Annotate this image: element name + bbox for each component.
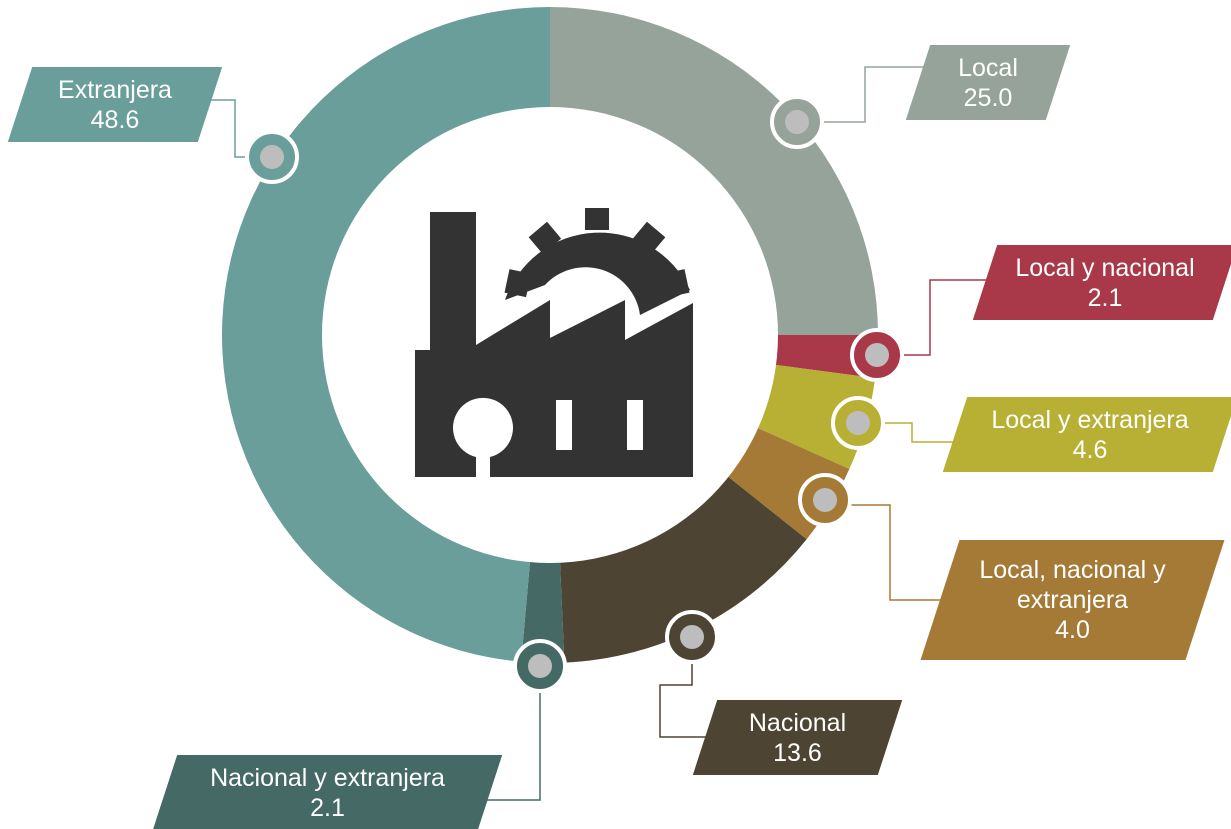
donut-segment — [550, 7, 878, 335]
leader-line — [902, 279, 995, 356]
data-label: Extranjera 48.6 — [7, 67, 223, 142]
label-text: Local 25.0 — [944, 53, 1032, 113]
category-label: Local y nacional — [1015, 253, 1195, 282]
leader-line — [480, 691, 541, 801]
value-label: 13.6 — [773, 738, 822, 767]
value-label: 25.0 — [963, 83, 1013, 112]
category-label: Extranjera — [58, 75, 172, 104]
value-label: 4.0 — [1055, 616, 1090, 644]
value-label: 2.1 — [1087, 283, 1123, 312]
donut-segment — [763, 335, 878, 379]
marker-dot — [846, 411, 870, 435]
data-label: Local, nacional y extranjera 4.0 — [920, 540, 1225, 660]
data-label: Local 25.0 — [905, 45, 1071, 120]
value-label: 2.1 — [310, 793, 345, 822]
data-label: Local y nacional 2.1 — [972, 245, 1231, 320]
leader-line — [659, 662, 715, 738]
value-label: 48.6 — [90, 105, 140, 134]
category-label: Nacional — [748, 708, 847, 737]
marker-dot — [813, 488, 837, 512]
leader-line — [883, 422, 960, 443]
leader-line — [822, 66, 935, 123]
category-label: Local — [958, 53, 1018, 82]
donut-segment — [222, 7, 550, 662]
category-label: Nacional y extranjera — [210, 763, 445, 792]
data-label: Nacional 13.6 — [692, 700, 903, 775]
marker-dot — [260, 145, 284, 169]
data-label: Local y extranjera 4.6 — [942, 397, 1231, 472]
donut-segment — [559, 468, 807, 663]
category-label: Local, nacional y extranjera — [979, 556, 1166, 614]
label-text: Local, nacional y extranjera 4.0 — [940, 555, 1205, 645]
label-text: Local y extranjera 4.6 — [977, 405, 1202, 465]
leaders — [205, 66, 995, 801]
data-label: Nacional y extranjera 2.1 — [152, 755, 503, 829]
factory-icon — [415, 208, 693, 477]
leader-line — [205, 99, 247, 158]
marker-dot — [528, 654, 552, 678]
markers — [245, 95, 904, 693]
leader-line — [850, 504, 945, 601]
label-text: Nacional y extranjera 2.1 — [196, 763, 459, 823]
label-text: Nacional 13.6 — [735, 708, 860, 768]
marker-dot — [785, 110, 809, 134]
donut-segment — [521, 549, 565, 664]
label-text: Local y nacional 2.1 — [1001, 253, 1208, 313]
marker-dot — [680, 625, 704, 649]
value-label: 4.6 — [1072, 435, 1108, 464]
marker-dot — [865, 343, 889, 367]
category-label: Local y extranjera — [991, 405, 1189, 434]
label-text: Extranjera 48.6 — [44, 75, 186, 135]
